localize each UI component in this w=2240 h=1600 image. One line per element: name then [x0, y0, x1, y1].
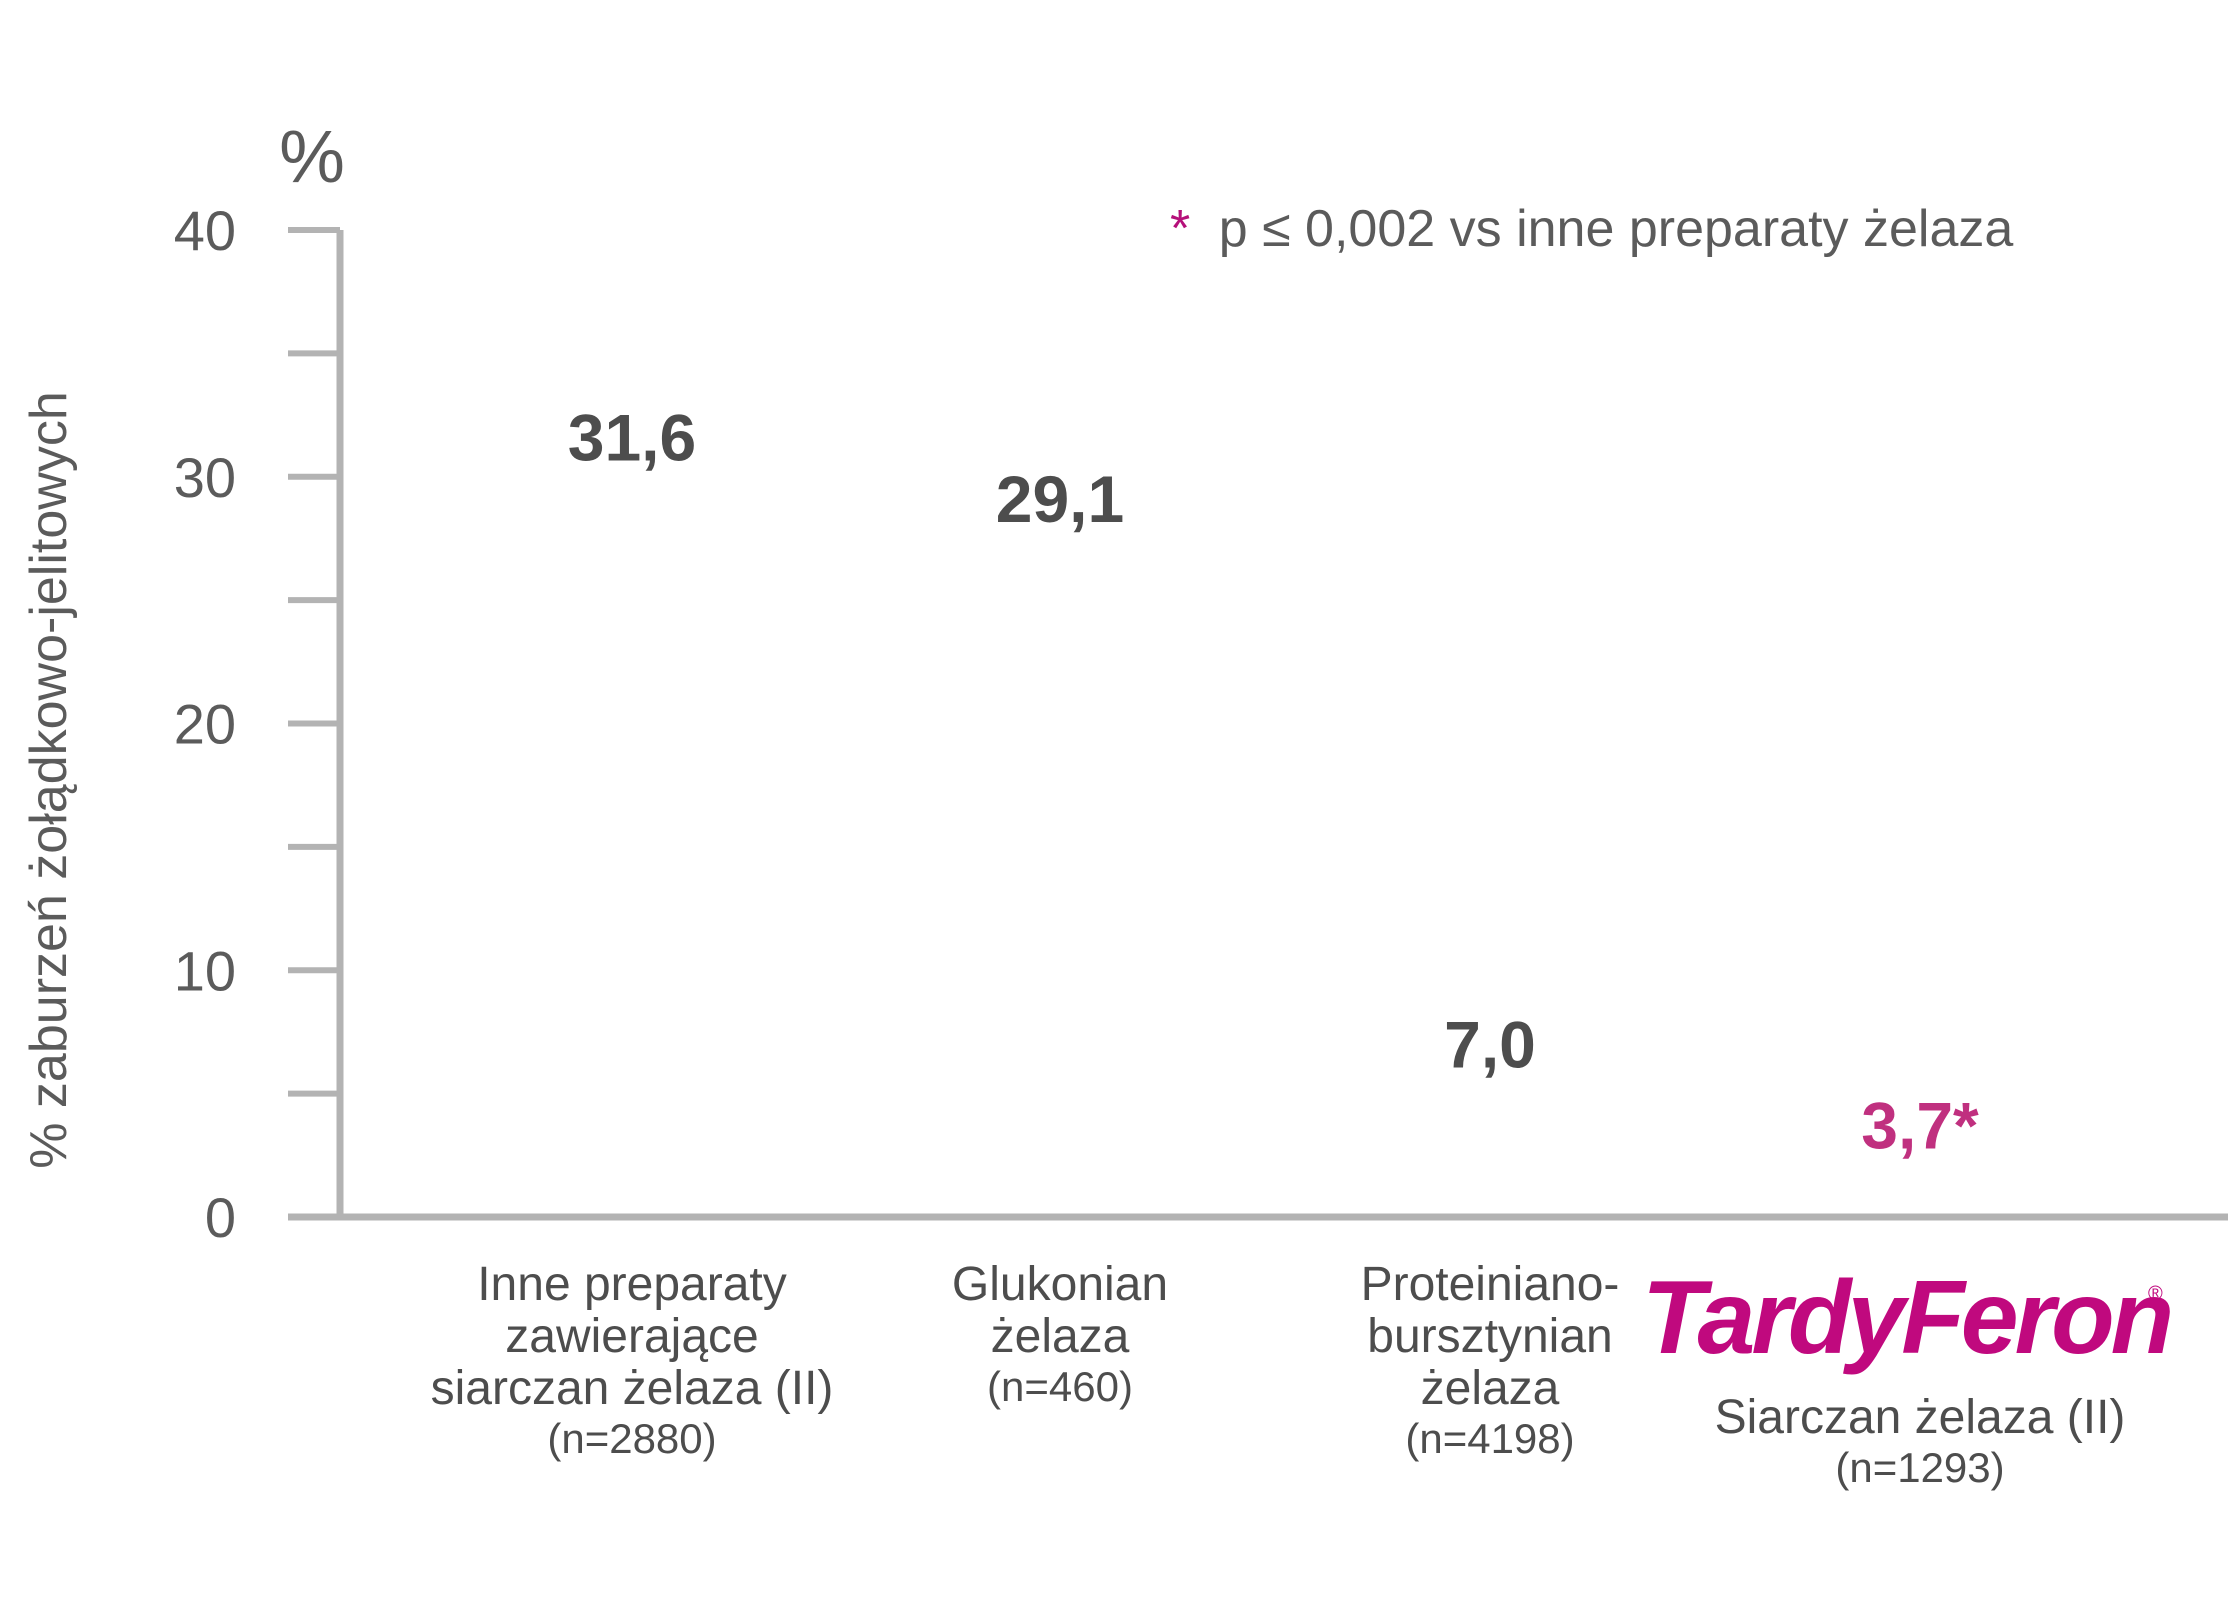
category-line: żelaza: [1421, 1362, 1560, 1415]
category-label: TardyFeron® Siarczan żelaza (II)(n=1293): [1642, 1260, 2175, 1491]
category-line: Siarczan żelaza (II): [1715, 1391, 2126, 1444]
y-tick-label: 30: [174, 446, 236, 509]
value-labels: 31,6 29,1 7,0 3,7*: [568, 400, 1979, 1162]
category-n: (n=2880): [547, 1415, 716, 1462]
category-n: (n=460): [987, 1363, 1133, 1410]
y-ticks: 0 10 20 30 40: [174, 199, 340, 1249]
category-line: Proteiniano-: [1361, 1258, 1620, 1311]
category-n: (n=4198): [1405, 1415, 1574, 1462]
significance-note: * p ≤ 0,002 vs inne preparaty żelaza: [1170, 200, 2013, 258]
value-label: 3,7*: [1861, 1089, 1979, 1163]
registered-mark: ®: [2148, 1283, 2163, 1305]
category-line: Inne preparaty: [477, 1258, 787, 1311]
value-label: 7,0: [1444, 1007, 1536, 1081]
category-line: żelaza: [991, 1310, 1130, 1363]
category-line: bursztynian: [1367, 1310, 1612, 1363]
axis-layer: [288, 230, 2228, 1221]
y-tick-label: 10: [174, 939, 236, 1002]
y-axis-title: % zaburzeń żołądkowo-jelitowych: [20, 391, 78, 1169]
category-n: (n=1293): [1835, 1444, 2004, 1491]
value-label: 31,6: [568, 400, 696, 474]
note-asterisk: *: [1170, 200, 1190, 258]
note-text: p ≤ 0,002 vs inne preparaty żelaza: [1219, 200, 2014, 258]
category-line: zawierające: [505, 1310, 758, 1363]
value-label: 29,1: [996, 462, 1124, 536]
tardyferon-logo: TardyFeron: [1642, 1260, 2171, 1376]
y-unit-label: %: [279, 115, 345, 198]
category-line: Glukonian: [952, 1258, 1168, 1311]
y-tick-label: 0: [205, 1186, 236, 1249]
category-line: siarczan żelaza (II): [431, 1362, 834, 1415]
y-tick-label: 40: [174, 199, 236, 262]
y-tick-label: 20: [174, 693, 236, 756]
